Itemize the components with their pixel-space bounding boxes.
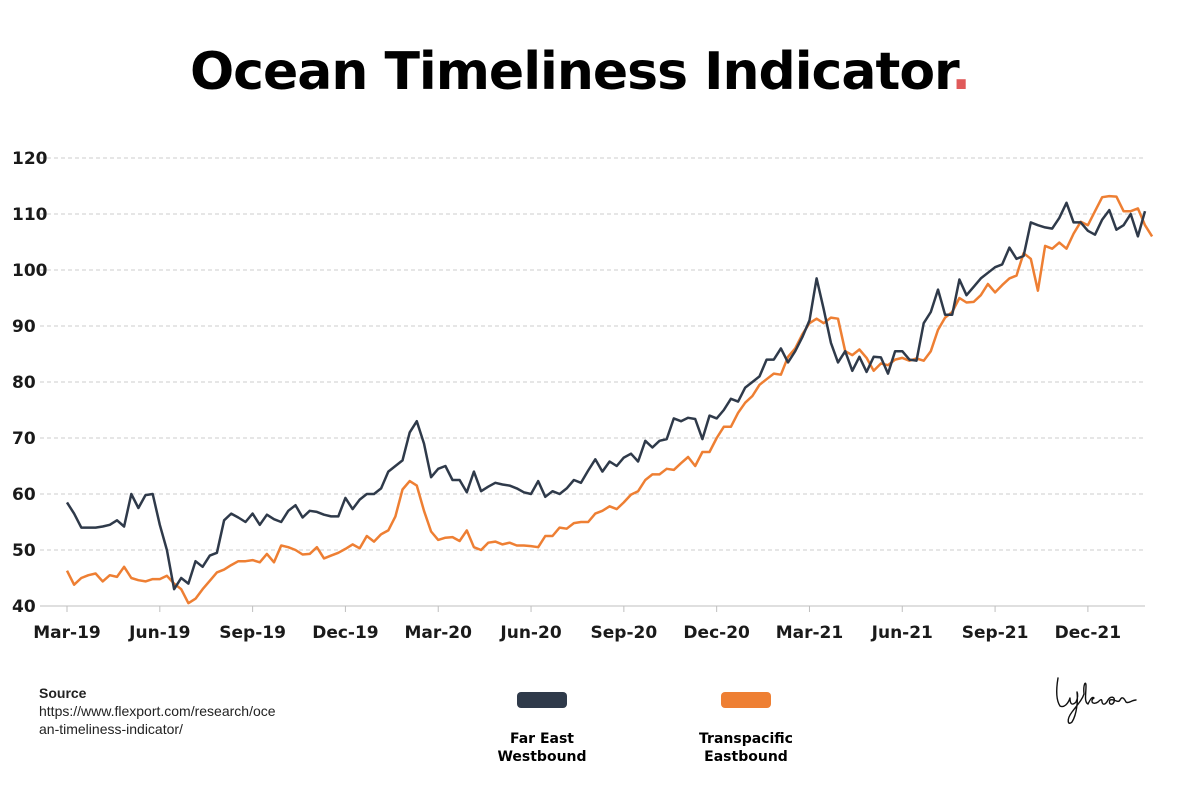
x-tick-label: Sep-19 xyxy=(219,623,286,643)
source-note: Source https://www.flexport.com/research… xyxy=(39,684,279,738)
x-tick-label: Mar-20 xyxy=(404,623,472,643)
y-tick-label: 100 xyxy=(12,261,48,281)
x-axis-ticks: Mar-19 Jun-19 Sep-19 Dec-19 Mar-20 Jun-20 Sep-… xyxy=(33,606,1121,643)
grid-lines xyxy=(40,157,1145,551)
source-label: Source xyxy=(39,685,87,701)
title-accent-dot: . xyxy=(951,42,971,102)
y-axis-ticks: 40 50 60 70 80 90 100 110 120 xyxy=(12,149,48,617)
chart-title: Ocean Timeliness Indicator. xyxy=(189,42,971,102)
y-tick-label: 110 xyxy=(12,205,48,225)
legend-item-transpacific: Transpacific Eastbound xyxy=(666,692,826,766)
x-tick-label: Mar-19 xyxy=(33,623,101,643)
y-tick-label: 60 xyxy=(12,485,36,505)
x-tick-label: Jun-20 xyxy=(499,623,561,643)
x-tick-label: Sep-21 xyxy=(962,623,1029,643)
x-tick-label: Dec-19 xyxy=(312,623,378,643)
y-tick-label: 80 xyxy=(12,373,36,393)
x-tick-label: Jun-19 xyxy=(128,623,190,643)
legend-swatch-transpacific xyxy=(721,692,771,708)
x-tick-label: Dec-21 xyxy=(1055,623,1121,643)
legend-item-far-east: Far East Westbound xyxy=(462,692,622,766)
x-tick-label: Sep-20 xyxy=(591,623,658,643)
legend-swatch-far-east xyxy=(517,692,567,708)
y-tick-label: 50 xyxy=(12,541,36,561)
line-chart: 40 50 60 70 80 90 100 110 120 Mar-19 Jun-19 Sep-19… xyxy=(12,149,1154,643)
source-url: https://www.flexport.com/research/ocean-… xyxy=(39,703,276,737)
series-line-far-east-westbound xyxy=(65,201,1147,591)
legend-label-far-east: Far East Westbound xyxy=(497,731,587,765)
x-tick-label: Jun-21 xyxy=(871,623,933,643)
series-lines xyxy=(65,194,1154,605)
x-tick-label: Dec-20 xyxy=(683,623,750,643)
x-tick-label: Mar-21 xyxy=(776,623,844,643)
y-tick-label: 70 xyxy=(12,429,36,449)
series-line-transpacific-eastbound xyxy=(65,194,1154,605)
y-tick-label: 90 xyxy=(12,317,36,337)
legend-label-transpacific: Transpacific Eastbound xyxy=(699,731,793,765)
y-tick-label: 40 xyxy=(12,597,36,617)
y-tick-label: 120 xyxy=(12,149,48,169)
signature-logo xyxy=(1055,677,1137,724)
